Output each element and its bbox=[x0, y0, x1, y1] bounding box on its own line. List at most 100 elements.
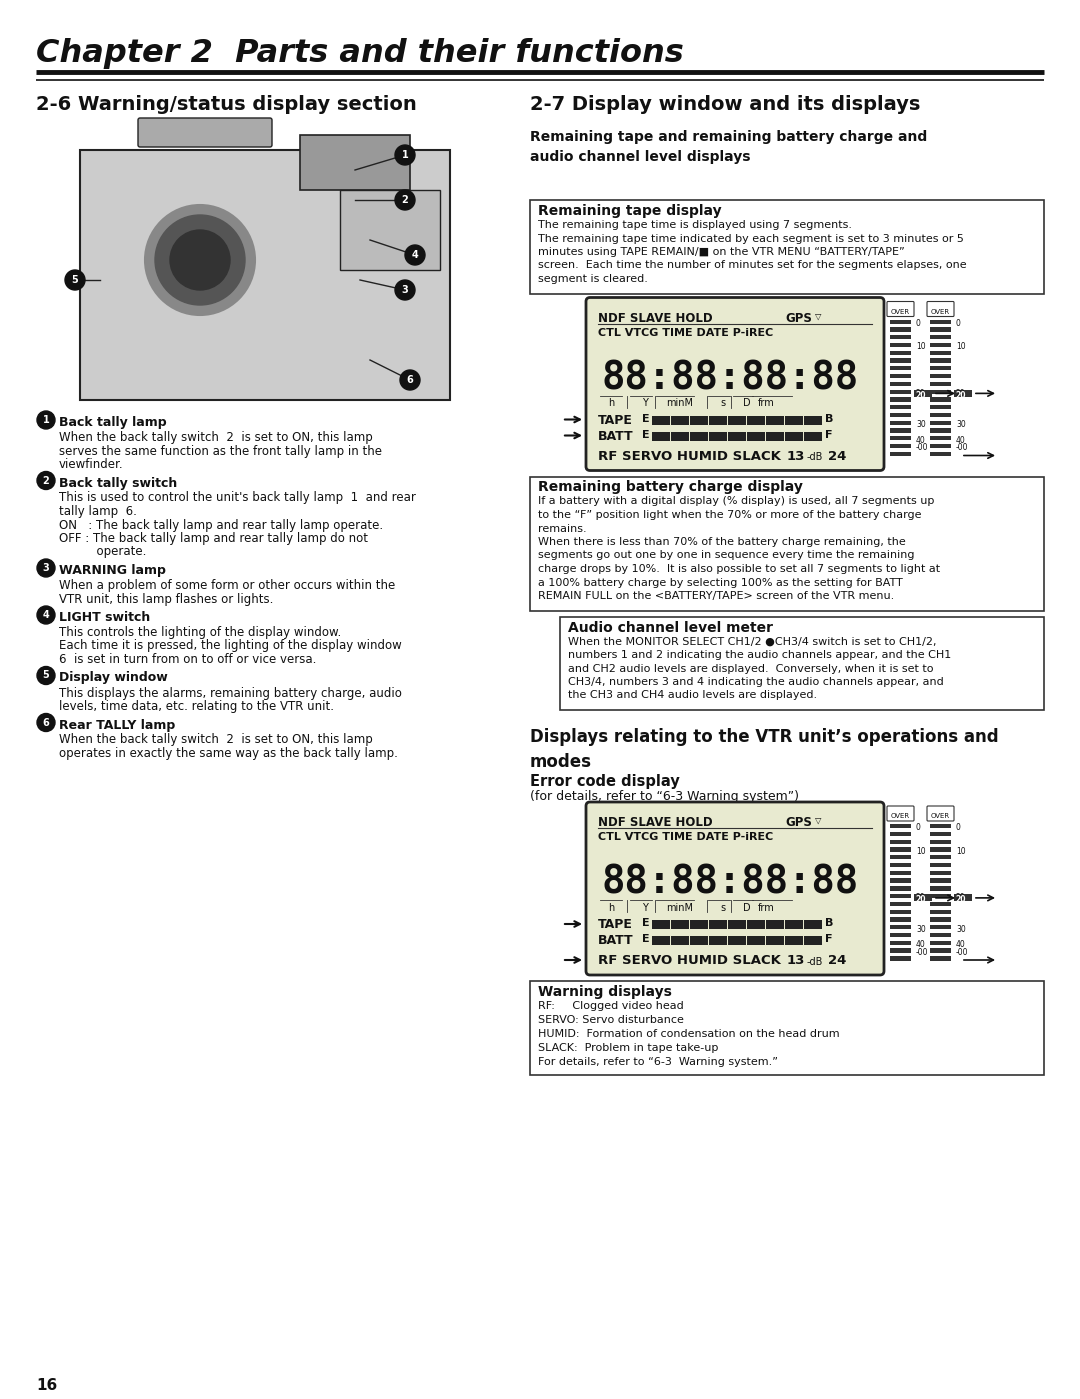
Bar bbox=[890, 855, 912, 859]
Text: NDF SLAVE HOLD: NDF SLAVE HOLD bbox=[598, 816, 713, 830]
Text: When there is less than 70% of the battery charge remaining, the: When there is less than 70% of the batte… bbox=[538, 537, 906, 547]
Text: h: h bbox=[608, 902, 615, 914]
Text: 6: 6 bbox=[407, 375, 414, 385]
Text: 5: 5 bbox=[71, 276, 79, 285]
Text: viewfinder.: viewfinder. bbox=[59, 457, 123, 471]
Text: Back tally switch: Back tally switch bbox=[59, 477, 177, 490]
Text: BATT: BATT bbox=[598, 429, 634, 442]
Bar bbox=[530, 477, 1044, 610]
Text: 40: 40 bbox=[916, 940, 926, 949]
Text: (for details, refer to “6-3 Warning system”): (for details, refer to “6-3 Warning syst… bbox=[530, 790, 799, 803]
Bar bbox=[652, 431, 670, 441]
Text: operates in exactly the same way as the back tally lamp.: operates in exactly the same way as the … bbox=[59, 747, 397, 760]
Text: The remaining tape time is displayed using 7 segments.: The remaining tape time is displayed usi… bbox=[538, 220, 852, 229]
Text: GPS: GPS bbox=[785, 816, 812, 830]
Text: 0: 0 bbox=[956, 319, 961, 327]
Bar bbox=[890, 879, 912, 883]
Bar bbox=[530, 200, 1044, 294]
Text: CTL VTCG TIME DATE P-iREC: CTL VTCG TIME DATE P-iREC bbox=[598, 327, 773, 337]
Bar bbox=[766, 936, 784, 944]
Bar bbox=[890, 334, 912, 340]
Text: RF SERVO HUMID SLACK: RF SERVO HUMID SLACK bbox=[598, 954, 781, 967]
Text: E: E bbox=[642, 414, 650, 424]
Text: 3: 3 bbox=[42, 562, 50, 574]
Bar bbox=[747, 431, 765, 441]
Bar bbox=[890, 863, 912, 867]
Text: 10: 10 bbox=[916, 846, 926, 856]
Text: CTL VTCG TIME DATE P-iREC: CTL VTCG TIME DATE P-iREC bbox=[598, 832, 773, 842]
Text: remains.: remains. bbox=[538, 523, 586, 533]
Text: a 100% battery charge by selecting 100% as the setting for BATT: a 100% battery charge by selecting 100% … bbox=[538, 578, 903, 588]
Circle shape bbox=[37, 471, 55, 490]
Bar bbox=[890, 374, 912, 378]
Bar bbox=[890, 413, 912, 417]
Text: s: s bbox=[720, 399, 725, 409]
Text: 16: 16 bbox=[36, 1378, 57, 1393]
Text: VTR unit, this lamp flashes or lights.: VTR unit, this lamp flashes or lights. bbox=[59, 593, 273, 606]
Bar bbox=[890, 940, 912, 944]
Bar bbox=[930, 949, 951, 953]
Text: ▽: ▽ bbox=[815, 312, 822, 320]
Text: 1: 1 bbox=[42, 416, 50, 425]
Circle shape bbox=[395, 190, 415, 210]
Bar bbox=[930, 358, 951, 362]
Text: 10: 10 bbox=[916, 343, 926, 351]
Text: 2-7 Display window and its displays: 2-7 Display window and its displays bbox=[530, 95, 920, 113]
Text: Error code display: Error code display bbox=[530, 774, 679, 789]
Text: -00: -00 bbox=[956, 443, 969, 452]
Text: 13: 13 bbox=[787, 449, 806, 463]
Bar bbox=[890, 870, 912, 874]
Bar bbox=[890, 894, 912, 898]
Text: TAPE: TAPE bbox=[598, 918, 633, 930]
Bar bbox=[728, 936, 746, 944]
Text: 2: 2 bbox=[402, 194, 408, 206]
FancyBboxPatch shape bbox=[927, 302, 954, 316]
Text: s: s bbox=[720, 902, 725, 914]
Text: -dB: -dB bbox=[807, 957, 823, 967]
Bar bbox=[930, 343, 951, 347]
Text: If a battery with a digital display (% display) is used, all 7 segments up: If a battery with a digital display (% d… bbox=[538, 497, 934, 506]
Bar bbox=[930, 879, 951, 883]
Bar bbox=[708, 416, 727, 424]
Bar bbox=[890, 397, 912, 402]
Bar bbox=[930, 397, 951, 402]
Bar bbox=[690, 921, 708, 929]
Text: Remaining tape display: Remaining tape display bbox=[538, 204, 721, 218]
Circle shape bbox=[395, 280, 415, 299]
Text: 30: 30 bbox=[916, 925, 926, 933]
Text: 2: 2 bbox=[42, 476, 50, 485]
Text: 13: 13 bbox=[787, 954, 806, 967]
Bar bbox=[954, 894, 972, 901]
Text: numbers 1 and 2 indicating the audio channels appear, and the CH1: numbers 1 and 2 indicating the audio cha… bbox=[568, 651, 951, 660]
Text: -00: -00 bbox=[956, 949, 969, 957]
Bar bbox=[930, 855, 951, 859]
Bar bbox=[890, 367, 912, 371]
Text: OVER: OVER bbox=[931, 813, 950, 818]
Bar bbox=[728, 921, 746, 929]
Text: ▽: ▽ bbox=[815, 816, 822, 825]
Text: CH3/4, numbers 3 and 4 indicating the audio channels appear, and: CH3/4, numbers 3 and 4 indicating the au… bbox=[568, 677, 944, 687]
Text: frm: frm bbox=[758, 902, 774, 914]
Text: This displays the alarms, remaining battery charge, audio: This displays the alarms, remaining batt… bbox=[59, 687, 402, 700]
Text: to the “F” position light when the 70% or more of the battery charge: to the “F” position light when the 70% o… bbox=[538, 511, 921, 520]
Bar bbox=[728, 416, 746, 424]
Bar bbox=[890, 902, 912, 907]
Bar bbox=[890, 428, 912, 432]
Text: Remaining tape and remaining battery charge and
audio channel level displays: Remaining tape and remaining battery cha… bbox=[530, 130, 928, 164]
Bar bbox=[930, 413, 951, 417]
Text: SERVO: Servo disturbance: SERVO: Servo disturbance bbox=[538, 1016, 684, 1025]
Text: 3: 3 bbox=[402, 285, 408, 295]
Text: serves the same function as the front tally lamp in the: serves the same function as the front ta… bbox=[59, 445, 382, 457]
Bar bbox=[708, 936, 727, 944]
Circle shape bbox=[395, 145, 415, 165]
Text: TAPE: TAPE bbox=[598, 414, 633, 427]
Bar bbox=[890, 327, 912, 332]
Bar bbox=[930, 940, 951, 944]
Text: 20: 20 bbox=[956, 894, 966, 902]
Text: B: B bbox=[825, 918, 834, 928]
Bar bbox=[930, 436, 951, 441]
Bar bbox=[671, 936, 689, 944]
Bar bbox=[890, 839, 912, 844]
Bar bbox=[890, 319, 912, 323]
Text: segment is cleared.: segment is cleared. bbox=[538, 274, 648, 284]
